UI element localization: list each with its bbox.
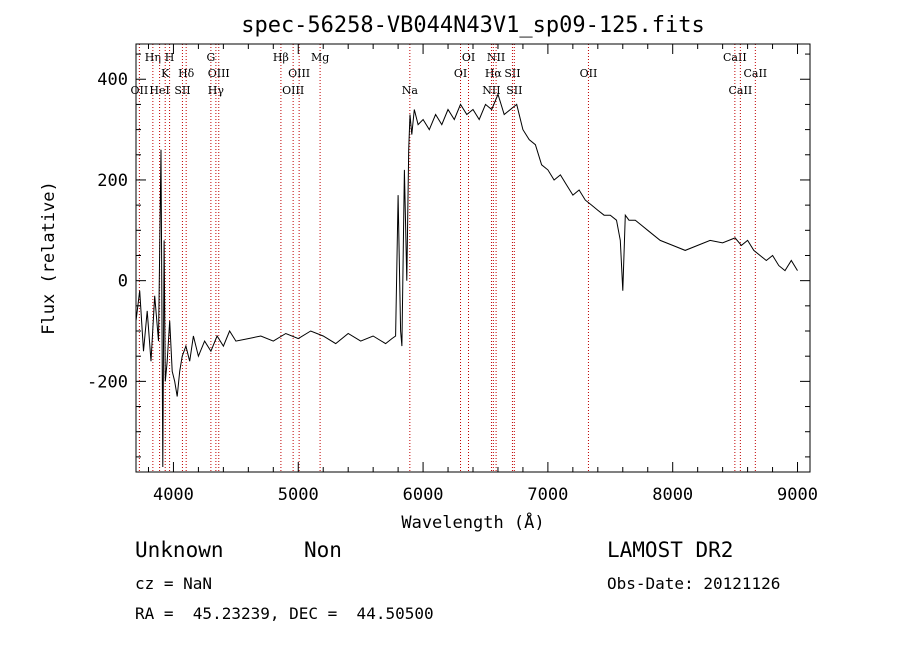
- emission-line-label: SII: [504, 67, 520, 80]
- x-tick-label: 5000: [278, 485, 319, 505]
- emission-line-label: Hα: [485, 67, 503, 80]
- plot-frame: [135, 43, 811, 473]
- x-tick-label: 9000: [777, 485, 818, 505]
- emission-line-label: HeI: [149, 84, 169, 97]
- emission-line-label: OIII: [288, 67, 310, 80]
- y-tick-label: 0: [118, 272, 128, 292]
- spectral-class: Unknown: [135, 538, 224, 562]
- emission-line-label: Hβ: [273, 51, 289, 64]
- chart-title: spec-56258-VB044N43V1_sp09-125.fits: [241, 13, 705, 38]
- emission-line-label: Mg: [311, 51, 329, 64]
- emission-line-label: OII: [580, 67, 598, 80]
- emission-line-label: OI: [454, 67, 467, 80]
- x-tick-label: 8000: [652, 485, 693, 505]
- x-axis-label: Wavelength (Å): [401, 511, 544, 533]
- x-tick-label: 6000: [403, 485, 444, 505]
- emission-line-label: CaII: [729, 84, 753, 97]
- emission-line-label: G: [206, 51, 215, 64]
- emission-line-label: CaII: [723, 51, 747, 64]
- y-tick-label: -200: [87, 372, 128, 392]
- emission-line-label: Na: [402, 84, 419, 97]
- flux-series-line: [135, 92, 798, 468]
- emission-line-label: OIII: [282, 84, 304, 97]
- emission-line-label: H: [165, 51, 175, 64]
- emission-line-label: OI: [462, 51, 475, 64]
- emission-line-label: OIII: [208, 67, 230, 80]
- axis-ticks: 4000 5000 6000 7000 8000 9000 -200 0 200 400: [87, 44, 818, 505]
- emission-line-label: Hη: [145, 51, 161, 64]
- emission-line-label: Hδ: [178, 67, 195, 80]
- emission-line-label: SII: [506, 84, 522, 97]
- ra-dec: RA = 45.23239, DEC = 44.50500: [135, 604, 434, 623]
- emission-line-label: SII: [174, 84, 190, 97]
- x-tick-label: 7000: [527, 485, 568, 505]
- x-tick-label: 4000: [153, 485, 194, 505]
- emission-line-label: OII: [131, 84, 149, 97]
- survey-name: LAMOST DR2: [607, 538, 734, 562]
- emission-line-label: CaII: [743, 67, 767, 80]
- emission-line-label: NII: [482, 84, 500, 97]
- redshift-cz: cz = NaN: [135, 574, 213, 593]
- emission-line-label: NII: [487, 51, 505, 64]
- y-tick-label: 400: [97, 70, 128, 90]
- emission-line-label: Hγ: [208, 84, 225, 97]
- y-tick-label: 200: [97, 171, 128, 191]
- emission-line-label: K: [161, 67, 170, 80]
- observation-date: Obs-Date: 20121126: [607, 574, 781, 593]
- spectral-subclass: Non: [304, 538, 342, 562]
- y-axis-label: Flux (relative): [39, 181, 59, 335]
